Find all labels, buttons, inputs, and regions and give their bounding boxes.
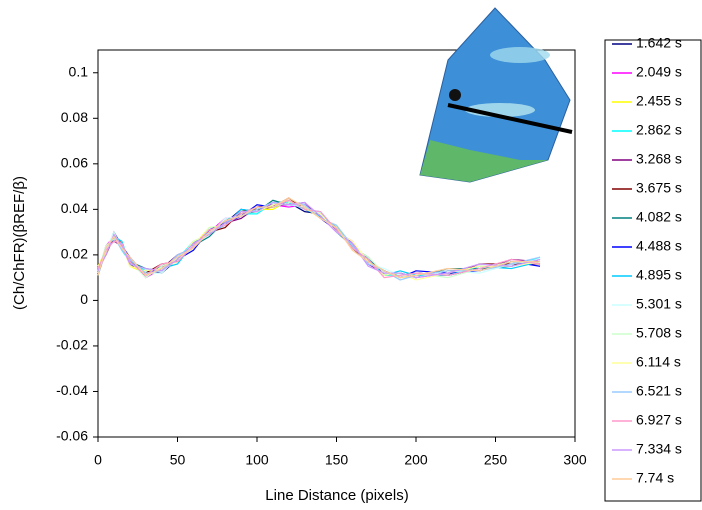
legend-label: 5.301 s <box>636 296 682 312</box>
x-tick-label: 300 <box>563 452 587 468</box>
x-tick-label: 150 <box>325 452 349 468</box>
legend-label: 2.455 s <box>636 93 682 109</box>
series-line <box>97 197 541 279</box>
y-tick-label: 0.04 <box>61 200 88 216</box>
legend-label: 5.708 s <box>636 325 682 341</box>
y-tick-label: -0.02 <box>56 337 88 353</box>
legend-label: 6.521 s <box>636 383 682 399</box>
x-tick-label: 0 <box>94 452 102 468</box>
inset-image <box>419 7 573 183</box>
legend-label: 3.268 s <box>636 151 682 167</box>
legend-entries: 1.642 s 2.049 s 2.455 s 2.862 s 3.268 s 3.675… <box>612 35 682 486</box>
legend-label: 3.675 s <box>636 180 682 196</box>
y-axis-label: (Ch/ChFR)(βREF/β) <box>11 176 28 310</box>
legend-label: 2.862 s <box>636 122 682 138</box>
legend-label: 4.488 s <box>636 238 682 254</box>
y-tick-label: 0.02 <box>61 246 88 262</box>
plot: -0.06 -0.04 -0.02 0 0.02 0.04 0.06 0.08 0.1 0 50 10… <box>56 63 587 467</box>
legend-label: 7.74 s <box>636 470 674 486</box>
y-tick-label: -0.04 <box>56 382 88 398</box>
legend <box>604 39 702 502</box>
legend-label: 4.082 s <box>636 209 682 225</box>
y-tick-label: 0.06 <box>61 155 88 171</box>
legend-label: 7.334 s <box>636 441 682 457</box>
x-tick-label: 250 <box>484 452 508 468</box>
legend-label: 6.927 s <box>636 412 682 428</box>
legend-label: 1.642 s <box>636 35 682 51</box>
y-tick-label: -0.06 <box>56 428 88 444</box>
x-tick-label: 100 <box>245 452 269 468</box>
y-tick-label: 0.08 <box>61 109 88 125</box>
x-axis-label: Line Distance (pixels) <box>265 487 408 504</box>
y-tick-label: 0 <box>80 291 88 307</box>
legend-label: 6.114 s <box>636 354 681 370</box>
legend-label: 2.049 s <box>636 64 682 80</box>
x-tick-label: 200 <box>404 452 428 468</box>
legend-label: 4.895 s <box>636 267 682 283</box>
series-line <box>97 199 541 281</box>
y-tick-label: 0.1 <box>69 63 89 79</box>
x-tick-label: 50 <box>170 452 186 468</box>
